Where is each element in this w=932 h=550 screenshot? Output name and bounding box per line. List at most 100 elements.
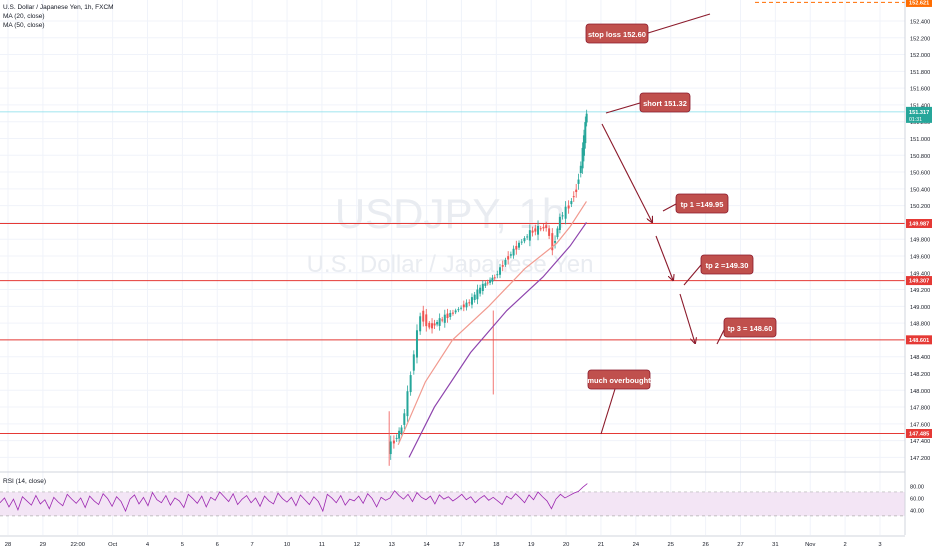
candle-body [462,304,465,308]
note-overbought-text: much overbought [587,376,651,385]
ma20-legend[interactable]: MA (20, close) [3,13,45,20]
time-tick: 11 [319,542,325,548]
candle-body [512,248,515,256]
price-tick: 152.200 [910,36,930,42]
price-tick: 149.600 [910,254,930,260]
note-stop-loss[interactable]: stop loss 152.60 [585,23,649,44]
price-axis[interactable]: 152.400 152.200 152.000 151.800 151.600 151.4… [904,0,932,535]
time-axis[interactable]: 28 29 22:00 Oct 4 5 6 7 10 11 12 13 14 17 18 19 20 21 24 25… [0,535,905,548]
price-badge-countdown: 01:31 [909,117,922,123]
candle-body [577,179,580,184]
symbol-legend[interactable]: U.S. Dollar / Japanese Yen, 1h, FXCM [3,4,114,11]
candle-body [509,254,512,256]
time-tick: 4 [146,542,150,548]
note-tp3[interactable]: tp 3 = 148.60 [723,317,777,338]
price-badge-text: 148.601 [909,338,929,344]
candle-body [523,238,526,242]
candle-body [539,228,542,230]
price-badge-text: 147.485 [909,431,929,437]
rsi-line [0,483,588,513]
time-tick: 28 [5,542,11,548]
time-tick: 7 [251,542,254,548]
price-tick: 149.000 [910,305,930,311]
note-tp1-text: tp 1 =149.95 [681,200,724,209]
rsi-tick: 80.00 [910,484,924,490]
candle-body [443,314,446,323]
rsi-tick: 40.00 [910,508,924,514]
candle-body [554,240,557,243]
candle-body [395,437,398,439]
candle-body [449,312,452,317]
price-tick: 149.200 [910,288,930,294]
time-tick: 10 [284,542,290,548]
candle-body [582,135,585,156]
candle-body [415,330,418,358]
time-tick: 13 [388,542,394,548]
candle-body [548,228,551,236]
rsi-axis[interactable]: 80.00 60.00 40.00 [910,484,924,514]
price-badge-text: 151.317 [909,110,929,116]
time-tick: 17 [458,542,464,548]
price-badge [906,106,932,123]
candle-body [501,265,504,267]
time-tick: 2 [844,542,847,548]
note-tp2[interactable]: tp 2 =149.30 [700,254,754,275]
candle-body [531,230,534,233]
candle-body [398,430,401,439]
candle-body [542,226,545,229]
candle-body [561,215,564,217]
candle-body [545,225,548,229]
candle-body [451,312,454,314]
price-tick: 148.200 [910,372,930,378]
time-tick: 5 [181,542,184,548]
price-series [388,109,588,466]
candle-body [476,289,479,300]
candle-body [441,319,444,321]
note-tp1[interactable]: tp 1 =149.95 [675,193,729,214]
candle-body [400,427,403,434]
pointer-tp2 [683,264,702,286]
price-tick: 147.400 [910,439,930,445]
candle-body [496,274,499,276]
candle-body [493,277,496,279]
price-tick: 151.400 [910,103,930,109]
note-short-text: short 151.32 [643,99,687,108]
candle-body [579,165,582,174]
candle-body [473,294,476,300]
pointer-short [605,102,641,114]
price-badge-text: 149.987 [909,222,929,228]
note-tp3-text: tp 3 = 148.60 [728,324,773,333]
candle-body [479,287,482,294]
candle-body [470,297,473,305]
time-tick: 24 [633,542,640,548]
rsi-tick: 60.00 [910,496,924,502]
candle-body [572,196,575,198]
ma50-line [408,222,587,458]
candle-body [567,205,570,209]
price-tick: 152.400 [910,19,930,25]
time-tick: 19 [528,542,534,548]
candle-body [409,375,412,393]
annotation-arrows [600,13,725,435]
price-badge [906,335,932,345]
candle-body [389,441,392,455]
price-tick: 150.800 [910,154,930,160]
time-tick: 29 [40,542,46,548]
candle-body [425,314,428,327]
candle-body [585,113,588,123]
candle-body [406,391,409,417]
price-badge [906,219,932,229]
rsi-legend[interactable]: RSI (14, close) [3,478,46,485]
time-tick: 31 [772,542,778,548]
candle-body [515,245,518,250]
note-short[interactable]: short 151.32 [639,92,691,113]
annotation-notes: stop loss 152.60 short 151.32 tp 1 =149.… [585,23,777,390]
candle-body [489,279,492,283]
note-overbought[interactable]: much overbought [587,369,651,390]
candle-body [556,228,559,238]
time-tick: 22:00 [71,542,86,548]
price-badge-text: 152.621 [909,0,929,6]
price-badge [906,0,932,7]
ma50-legend[interactable]: MA (50, close) [3,22,45,29]
